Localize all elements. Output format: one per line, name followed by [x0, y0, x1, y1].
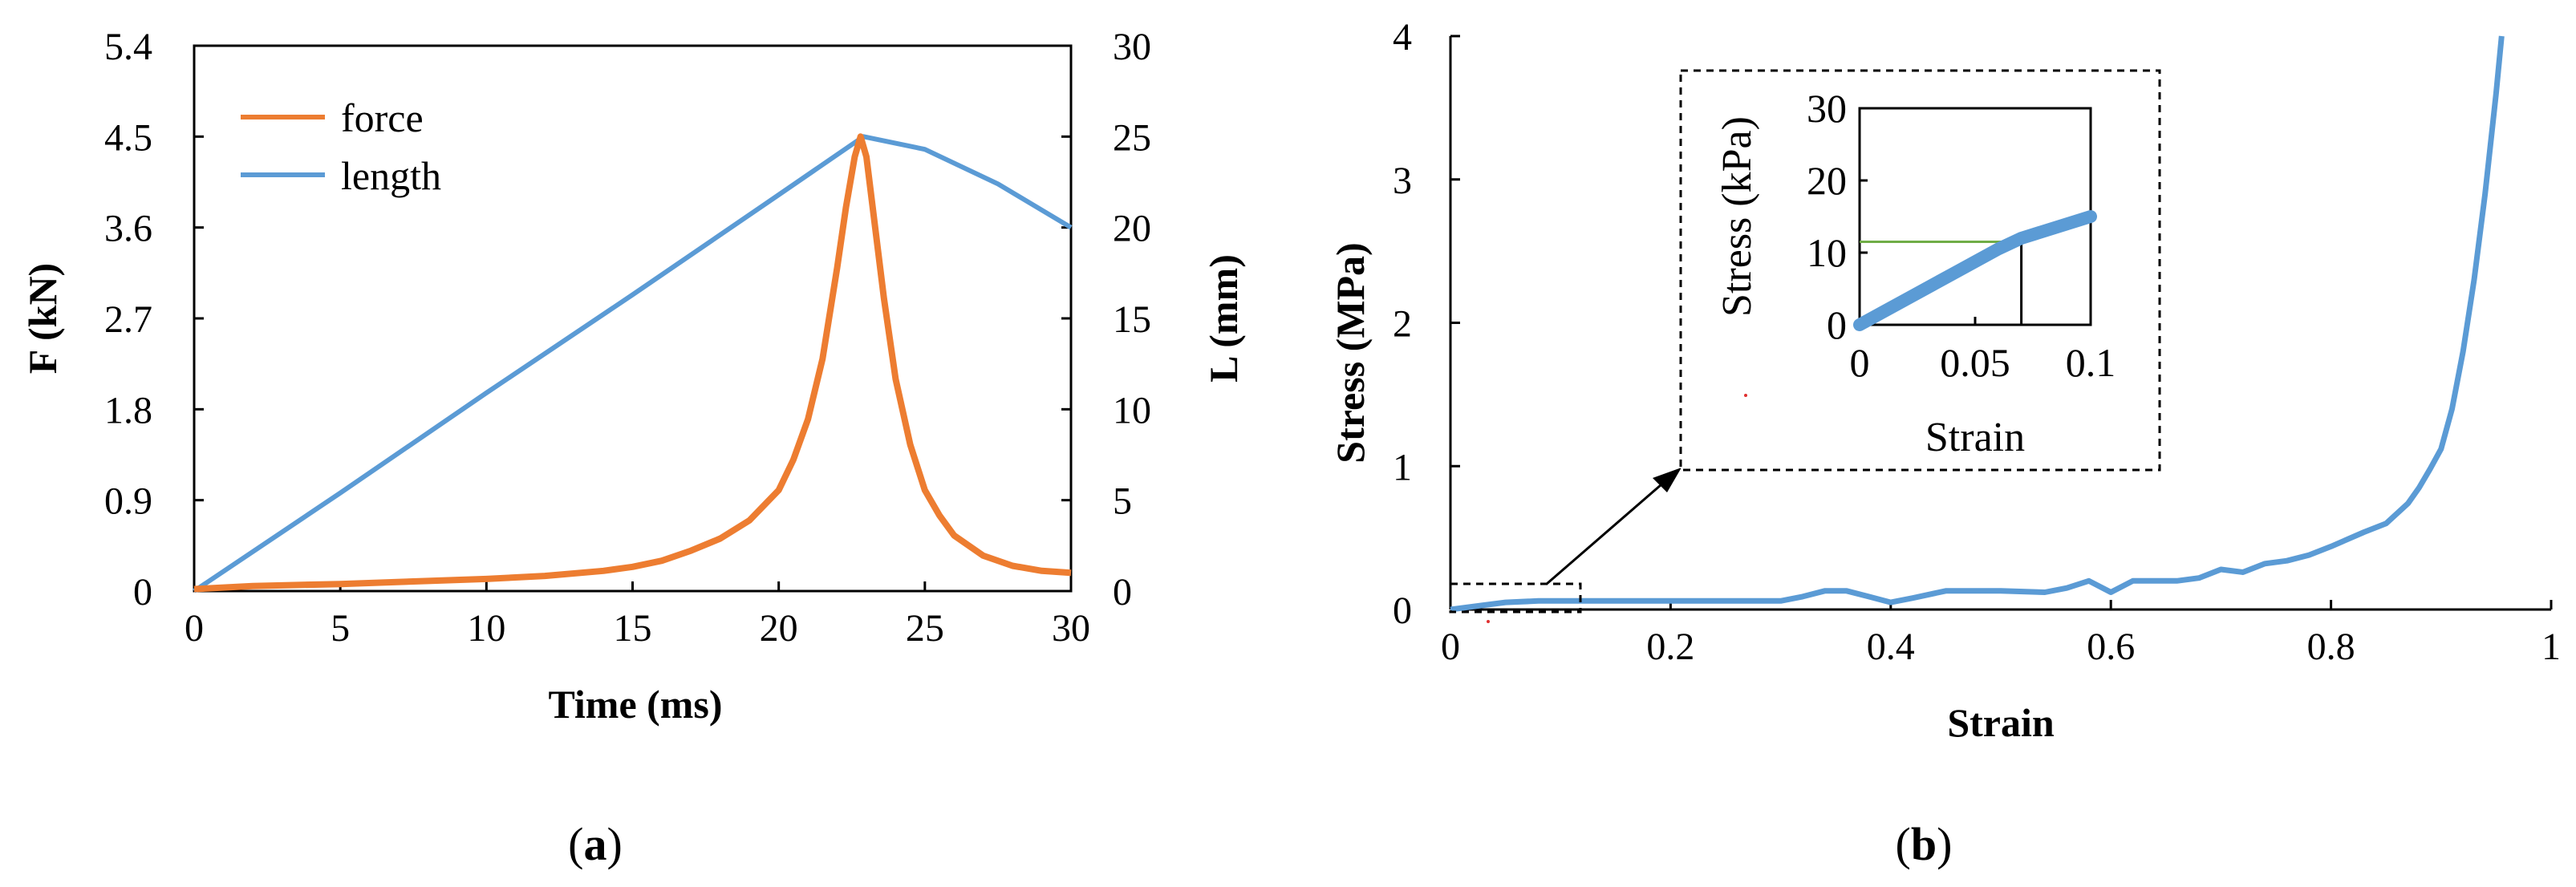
legend-label-length: length — [341, 153, 441, 198]
x-tick-label: 15 — [614, 607, 652, 650]
inset-y-tick-label: 30 — [1807, 86, 1847, 131]
series-force-line — [193, 133, 1072, 593]
inset-y-tick-label: 10 — [1807, 230, 1847, 275]
y-tick-label: 0 — [1393, 589, 1412, 632]
chart-b-stray-red-mark — [1744, 394, 1747, 397]
y-right-tick-label: 10 — [1113, 389, 1151, 431]
inset-y-tick-label: 0 — [1827, 302, 1847, 347]
x-tick-label: 0.2 — [1646, 626, 1694, 668]
chart-b: 0 0.2 0.4 0.6 0.8 1 0 1 2 3 4 0 0.05 0.1 0 10 20 30 St… — [1328, 16, 2561, 870]
x-tick-label: 10 — [467, 607, 505, 650]
y-left-tick-label: 2.7 — [104, 298, 152, 341]
y-tick-label: 4 — [1393, 16, 1412, 59]
inset-series — [1853, 210, 2097, 331]
inset-y-tick-label: 20 — [1807, 158, 1847, 203]
chart-b-zoom-region-box — [1449, 582, 1582, 614]
chart-a-y-right-ticks: 0 5 10 15 20 25 30 — [1061, 26, 1151, 614]
chart-a-y-left-axis-label: F (kN) — [20, 263, 65, 374]
chart-a-x-axis-label: Time (ms) — [548, 682, 722, 727]
chart-b-inset: 0 0.05 0.1 0 10 20 30 Strain Stress (kPa) — [1714, 86, 2116, 460]
inset-y-axis-label: Stress (kPa) — [1714, 116, 1760, 317]
y-tick-label: 1 — [1393, 446, 1412, 488]
chart-b-y-ticks: 0 1 2 3 4 — [1393, 16, 1460, 632]
x-tick-label: 1 — [2542, 626, 2561, 668]
chart-b-y-axis-label: Stress (MPa) — [1328, 242, 1373, 463]
inset-x-tick-label: 0 — [1850, 340, 1870, 385]
y-left-tick-label: 4.5 — [104, 116, 152, 159]
chart-b-panel-label: (b) — [1896, 818, 1953, 870]
x-tick-label: 0.6 — [2087, 626, 2135, 668]
chart-a-y-right-axis-label: L (mm) — [1201, 254, 1246, 383]
chart-a-x-ticks: 0 5 10 15 20 25 30 — [185, 581, 1090, 650]
chart-b-zoom-arrow — [1546, 478, 1668, 585]
series-stress-line — [1450, 35, 2505, 613]
x-tick-label: 0 — [1441, 626, 1460, 668]
chart-a-panel-label: (a) — [568, 818, 623, 870]
y-tick-label: 2 — [1393, 303, 1412, 346]
inset-x-axis-label: Strain — [1925, 415, 2025, 460]
chart-b-stray-red-mark — [1487, 620, 1490, 623]
y-right-tick-label: 25 — [1113, 116, 1151, 159]
inset-x-tick-label: 0.05 — [1940, 340, 2010, 385]
inset-x-ticks: 0 0.05 0.1 — [1850, 317, 2116, 385]
chart-b-inset-frame — [1679, 69, 2161, 472]
chart-a-y-left-ticks: 0 0.9 1.8 2.7 3.6 4.5 5.4 — [104, 26, 204, 614]
y-left-tick-label: 0 — [133, 571, 152, 614]
inset-series-stress-line — [1853, 210, 2097, 331]
chart-b-zoom-arrowhead — [1653, 468, 1681, 492]
x-tick-label: 0.4 — [1867, 626, 1915, 668]
y-right-tick-label: 0 — [1113, 571, 1132, 614]
y-left-tick-label: 1.8 — [104, 389, 152, 431]
x-tick-label: 25 — [906, 607, 944, 650]
x-tick-label: 30 — [1052, 607, 1090, 650]
chart-a-series — [193, 133, 1073, 593]
y-tick-label: 3 — [1393, 160, 1412, 202]
x-tick-label: 5 — [331, 607, 350, 650]
chart-b-x-ticks: 0 0.2 0.4 0.6 0.8 1 — [1441, 600, 2561, 668]
chart-a-legend: force length — [241, 95, 441, 198]
y-right-tick-label: 20 — [1113, 208, 1151, 250]
y-left-tick-label: 5.4 — [104, 26, 152, 68]
chart-b-series — [1450, 35, 2505, 613]
y-right-tick-label: 30 — [1113, 26, 1151, 68]
chart-b-x-axis-label: Strain — [1947, 700, 2055, 745]
legend-label-force: force — [341, 95, 424, 140]
y-right-tick-label: 15 — [1113, 298, 1151, 341]
y-right-tick-label: 5 — [1113, 480, 1132, 523]
x-tick-label: 0.8 — [2307, 626, 2355, 668]
y-left-tick-label: 0.9 — [104, 480, 152, 523]
series-length-line — [193, 134, 1073, 593]
x-tick-label: 0 — [185, 607, 204, 650]
chart-a: 0 5 10 15 20 25 30 0 0.9 1.8 2.7 3.6 4.5 5.4 0 5 10 15 2… — [20, 26, 1246, 870]
inset-x-tick-label: 0.1 — [2066, 340, 2116, 385]
inset-y-ticks: 0 10 20 30 — [1807, 86, 1868, 347]
x-tick-label: 20 — [760, 607, 798, 650]
y-left-tick-label: 3.6 — [104, 208, 152, 250]
